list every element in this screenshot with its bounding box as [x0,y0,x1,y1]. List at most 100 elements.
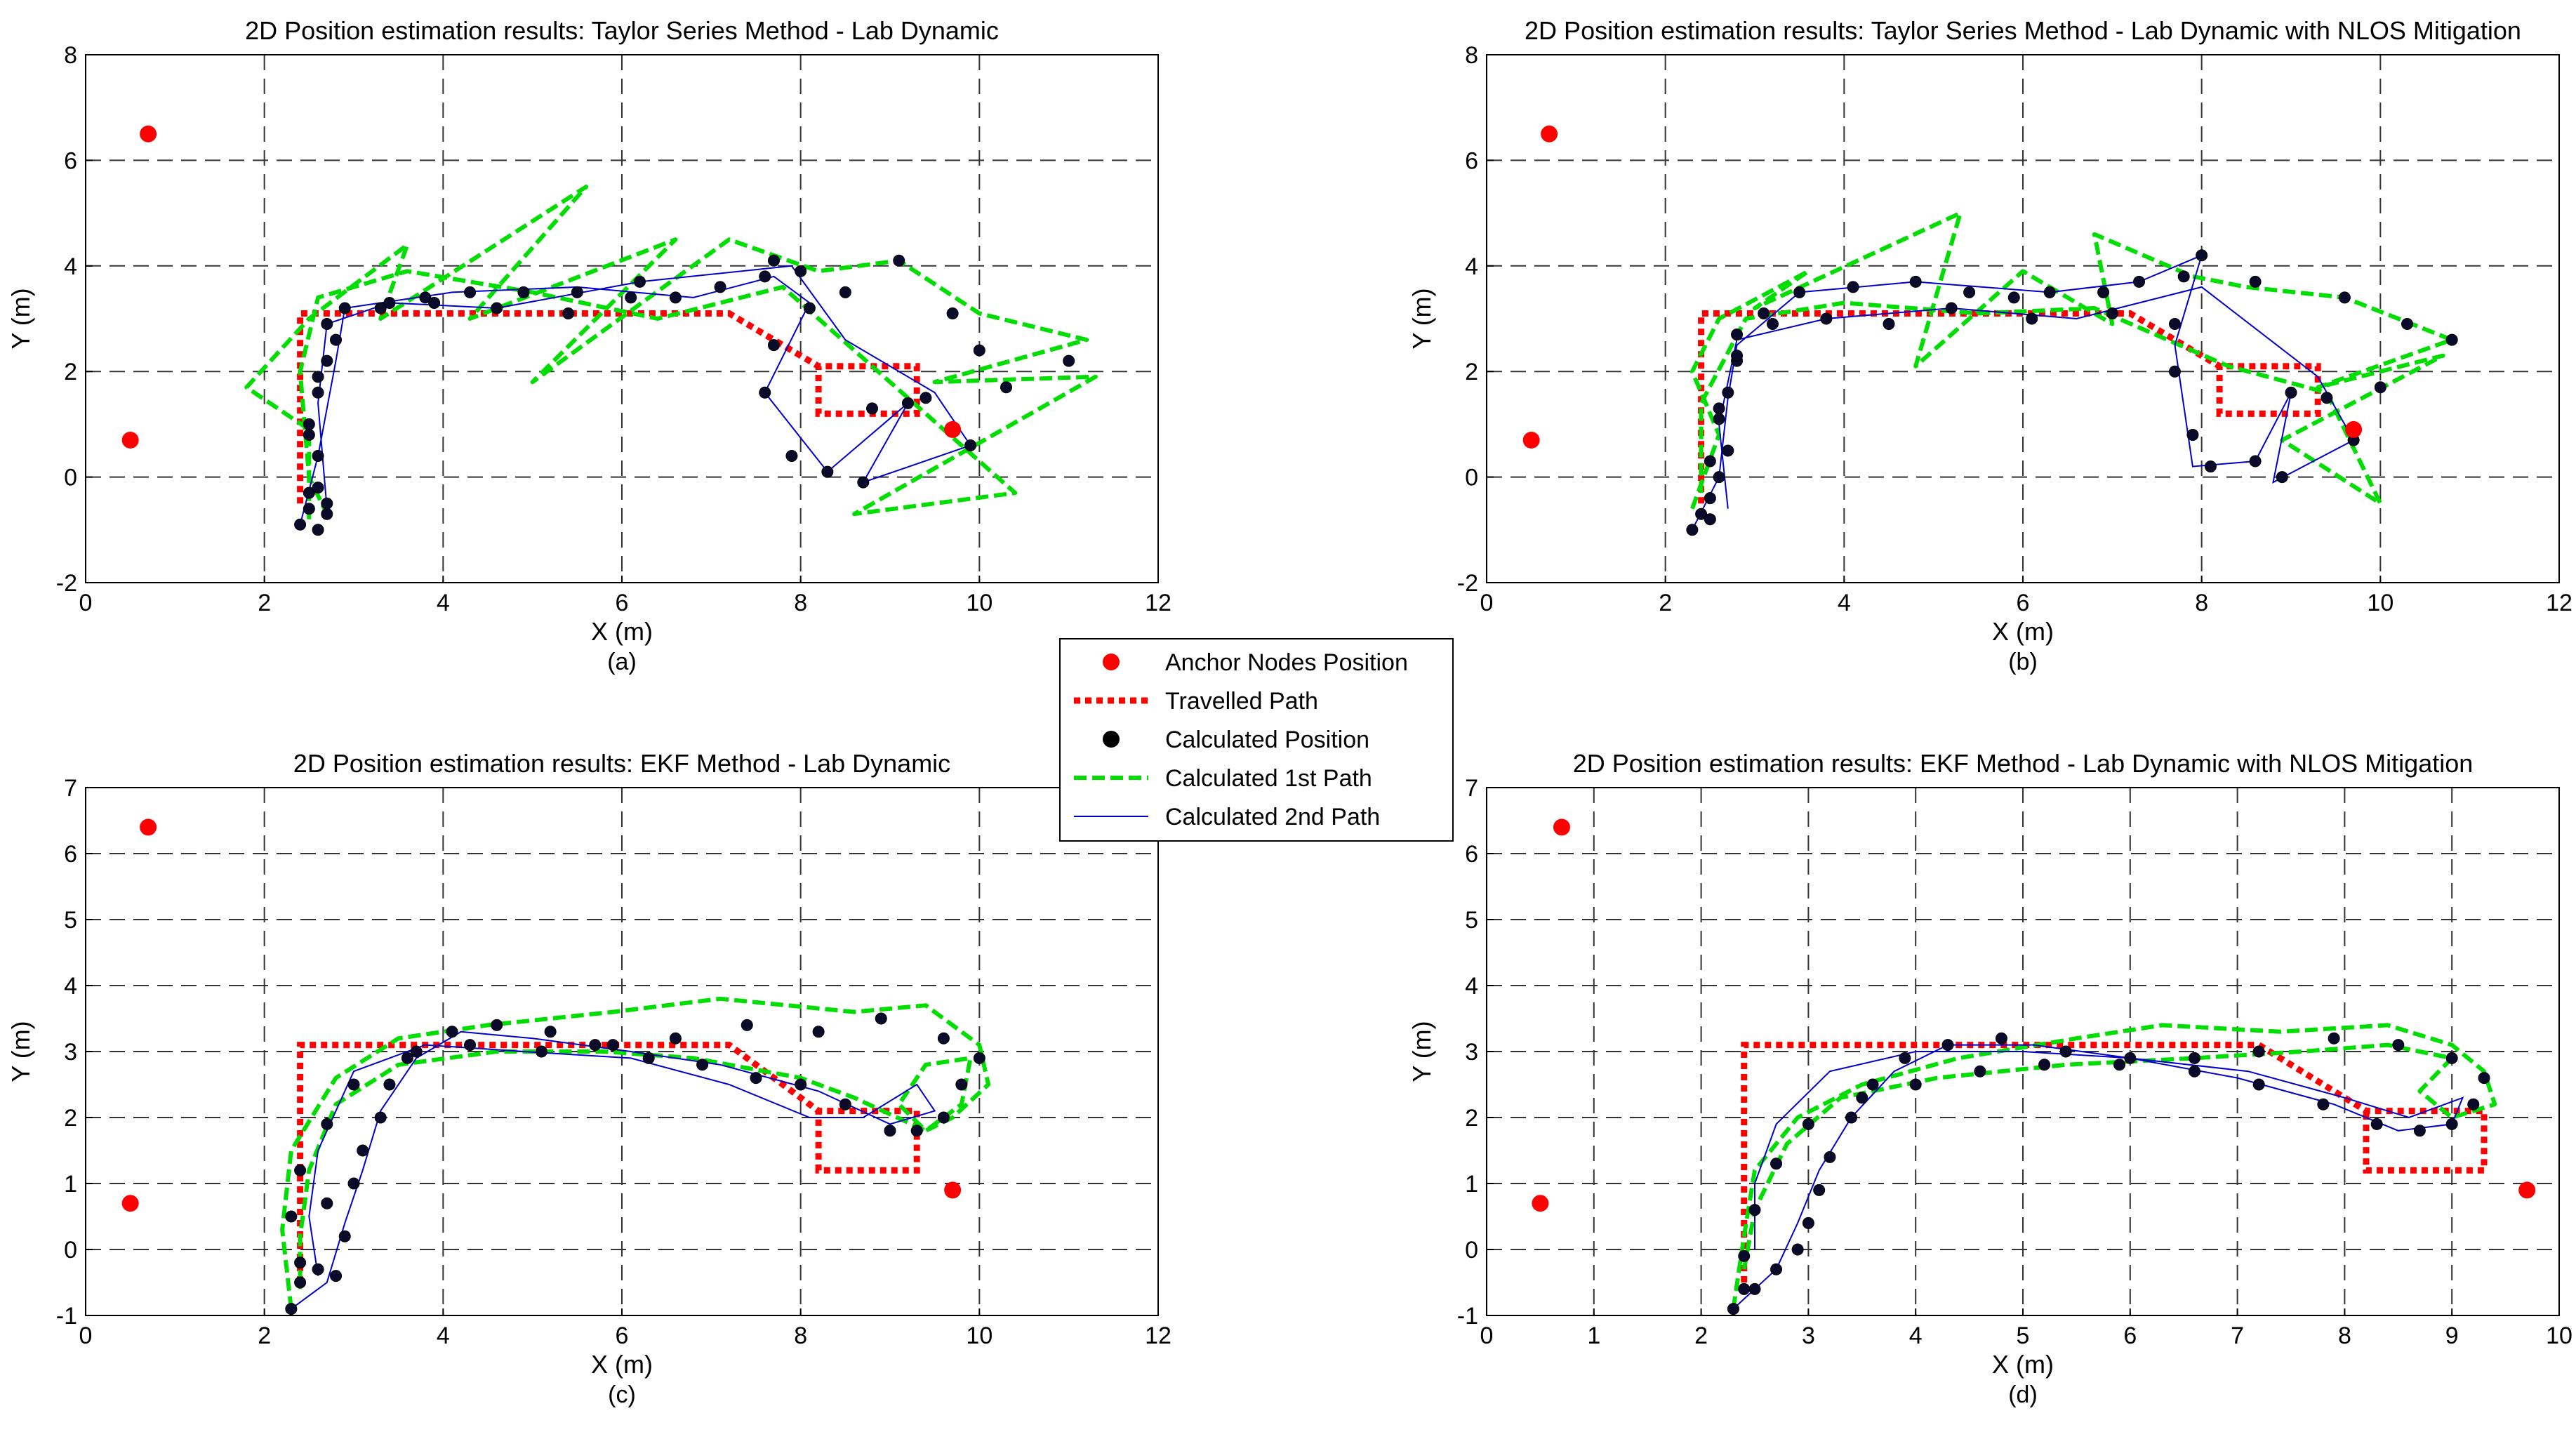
calculated-position-point [1802,1216,1814,1229]
calculated-position-point [750,1072,762,1085]
calculated-position-point [2370,1118,2383,1130]
x-tick-label: 0 [1480,1322,1494,1349]
calculated-position-point [383,296,396,309]
calculated-position-point [1813,1184,1826,1196]
calculated-position-point [2059,1045,2072,1058]
calculated-position-point [937,1032,950,1045]
y-tick-label: 6 [64,147,77,174]
calculated-position-point [2124,1052,2137,1064]
calculated-position-point [2177,270,2190,283]
legend-label-calculated-position: Calculated Position [1165,727,1369,753]
calculated-position-point [795,265,807,277]
calculated-position-point [2038,1059,2051,1071]
legend-label-anchor: Anchor Nodes Position [1165,649,1408,676]
anchor-node-point [140,818,157,836]
calculated-position-point [464,1039,477,1052]
calculated-position-point [946,307,959,319]
calculated-position-point [606,1039,619,1052]
anchor-node-point [1541,125,1558,142]
calculated-position-point [1738,1282,1751,1295]
calculated-position-point [464,286,477,298]
calculated-position-point [428,296,441,309]
calculated-position-point [767,254,780,267]
calculated-position-point [2252,1078,2265,1091]
calculated-position-point [383,1078,396,1091]
calculated-position-point [491,1019,503,1031]
calculated-position-point [419,291,432,304]
calculated-position-point [2328,1032,2340,1045]
calculated-position-point [1704,455,1716,468]
calculated-position-point [1856,1092,1868,1104]
x-tick-label: 9 [2445,1322,2459,1349]
calculated-position-point [669,1032,682,1045]
calculated-position-point [1695,508,1708,520]
calculated-position-point [1802,1118,1814,1130]
x-tick-label: 7 [2231,1322,2244,1349]
calculated-position-point [294,1164,307,1176]
calculated-position-point [303,428,315,441]
calculated-position-point [910,1125,923,1137]
calculated-position-point [1995,1032,2007,1045]
calculated-position-point [2196,249,2208,262]
calculated-position-point [1686,524,1699,536]
calculated-position-point [714,281,726,293]
x-tick-label: 1 [1587,1322,1600,1349]
calculated-position-point [884,1125,896,1137]
calculated-1st-path [244,185,1098,519]
x-tick-label: 2 [1659,590,1672,616]
calculated-position-point [937,1111,950,1124]
y-axis-label: Y (m) [6,288,35,349]
calculated-position-point [1731,350,1744,362]
calculated-position-point [2401,318,2414,331]
x-tick-label: 12 [1145,1322,1171,1349]
calculated-position-point [964,439,977,451]
panel-caption: (b) [2008,649,2038,675]
calculated-position-point [374,302,387,314]
calculated-position-point [893,254,905,267]
calculated-position-point [312,371,324,383]
calculated-position-point [2392,1039,2405,1052]
chart-title: 2D Position estimation results: EKF Meth… [293,749,950,778]
anchor-node-point [944,1181,962,1199]
x-tick-label: 2 [258,1322,271,1349]
x-tick-label: 5 [2017,1322,2030,1349]
x-tick-label: 6 [616,1322,629,1349]
anchor-node-point [2518,1181,2536,1199]
calculated-position-point [1909,1078,1922,1091]
calculated-position-point [901,397,914,409]
calculated-position-point [919,392,932,404]
calculated-position-point [294,1257,307,1269]
calculated-position-point [312,386,324,399]
calculated-position-point [2445,1118,2458,1130]
legend-label-travelled: Travelled Path [1165,688,1318,715]
x-axis-label: X (m) [1992,617,2054,646]
calculated-position-point [973,1052,985,1064]
y-tick-label: 1 [64,1171,77,1198]
x-tick-label: 12 [2546,590,2572,616]
calculated-position-point [785,450,798,463]
calculated-position-point [1963,286,1976,298]
calculated-position-point [589,1039,602,1052]
calculated-position-point [2133,275,2146,288]
calculated-position-point [767,339,780,352]
calculated-position-point [303,418,315,430]
axes-frame [85,787,1159,1316]
anchor-node-point [121,1195,139,1212]
calculated-position-point [2026,312,2038,325]
anchor-node-point [140,125,157,142]
calculated-position-point [1704,492,1716,505]
calculated-position-point [1713,413,1725,425]
calculated-position-point [562,307,575,319]
calculated-position-point [625,291,637,304]
calculated-position-point [294,518,307,531]
calculated-position-point [2478,1072,2490,1085]
calculated-position-point [795,1078,807,1091]
calculated-position-point [1909,275,1922,288]
legend-item-anchor: Anchor Nodes Position [1103,649,1408,676]
y-tick-label: -2 [56,570,77,597]
calculated-position-point [1974,1065,1986,1078]
calculated-position-point [2467,1098,2480,1111]
y-tick-label: 2 [64,359,77,385]
